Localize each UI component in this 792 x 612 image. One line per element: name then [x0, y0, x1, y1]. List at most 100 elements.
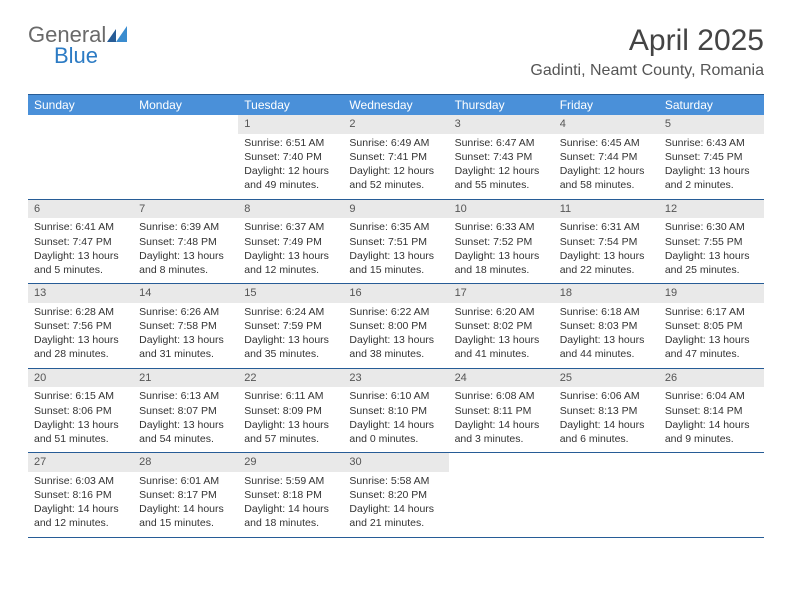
calendar-cell: 5Sunrise: 6:43 AMSunset: 7:45 PMDaylight… — [659, 115, 764, 200]
day-number: 4 — [554, 115, 659, 134]
weekday-header: Tuesday — [238, 95, 343, 115]
sunrise-line: Sunrise: 6:17 AM — [665, 305, 758, 319]
sunset-line: Sunset: 8:06 PM — [34, 404, 127, 418]
calendar-cell-empty: . — [133, 115, 238, 200]
sunrise-line: Sunrise: 6:45 AM — [560, 136, 653, 150]
header: General Blue April 2025 Gadinti, Neamt C… — [28, 24, 764, 80]
daylight-line: Daylight: 14 hours and 6 minutes. — [560, 418, 653, 446]
sunset-line: Sunset: 8:13 PM — [560, 404, 653, 418]
sunset-line: Sunset: 7:48 PM — [139, 235, 232, 249]
sunset-line: Sunset: 8:11 PM — [455, 404, 548, 418]
day-number: 20 — [28, 369, 133, 388]
calendar-cell: 26Sunrise: 6:04 AMSunset: 8:14 PMDayligh… — [659, 369, 764, 454]
sunrise-line: Sunrise: 5:59 AM — [244, 474, 337, 488]
sunrise-line: Sunrise: 6:18 AM — [560, 305, 653, 319]
sunset-line: Sunset: 7:59 PM — [244, 319, 337, 333]
daylight-line: Daylight: 13 hours and 5 minutes. — [34, 249, 127, 277]
calendar-cell: 12Sunrise: 6:30 AMSunset: 7:55 PMDayligh… — [659, 200, 764, 285]
cell-body: Sunrise: 6:24 AMSunset: 7:59 PMDaylight:… — [238, 303, 343, 368]
daylight-line: Daylight: 12 hours and 55 minutes. — [455, 164, 548, 192]
calendar-cell: 6Sunrise: 6:41 AMSunset: 7:47 PMDaylight… — [28, 200, 133, 285]
sunset-line: Sunset: 8:17 PM — [139, 488, 232, 502]
calendar-cell: 13 Sunrise: 6:28 AMSunset: 7:56 PMDayligh… — [28, 284, 133, 369]
daylight-line: Daylight: 14 hours and 9 minutes. — [665, 418, 758, 446]
sunset-line: Sunset: 7:44 PM — [560, 150, 653, 164]
day-number: 19 — [659, 284, 764, 303]
calendar-cell: 18Sunrise: 6:18 AMSunset: 8:03 PMDayligh… — [554, 284, 659, 369]
weekday-header: Monday — [133, 95, 238, 115]
cell-body: Sunrise: 6:39 AMSunset: 7:48 PMDaylight:… — [133, 218, 238, 283]
daylight-line: Daylight: 13 hours and 54 minutes. — [139, 418, 232, 446]
calendar-grid: SundayMondayTuesdayWednesdayThursdayFrid… — [28, 94, 764, 538]
cell-body: Sunrise: 6:31 AMSunset: 7:54 PMDaylight:… — [554, 218, 659, 283]
calendar-cell-empty: . — [449, 453, 554, 538]
calendar-cell: 15Sunrise: 6:24 AMSunset: 7:59 PMDayligh… — [238, 284, 343, 369]
logo-triangle-icon — [107, 29, 116, 42]
cell-body: Sunrise: 6:03 AMSunset: 8:16 PMDaylight:… — [28, 472, 133, 537]
day-number: 13 — [28, 284, 133, 303]
day-number: 21 — [133, 369, 238, 388]
cell-body: Sunrise: 6:43 AMSunset: 7:45 PMDaylight:… — [659, 134, 764, 199]
sunrise-line: Sunrise: 6:24 AM — [244, 305, 337, 319]
calendar-cell: 21Sunrise: 6:13 AMSunset: 8:07 PMDayligh… — [133, 369, 238, 454]
calendar-cell: 29Sunrise: 5:59 AMSunset: 8:18 PMDayligh… — [238, 453, 343, 538]
day-number: 24 — [449, 369, 554, 388]
day-number: 11 — [554, 200, 659, 219]
sunrise-line: Sunrise: 6:47 AM — [455, 136, 548, 150]
daylight-line: Daylight: 13 hours and 8 minutes. — [139, 249, 232, 277]
daylight-line: Daylight: 13 hours and 57 minutes. — [244, 418, 337, 446]
calendar-cell: 2Sunrise: 6:49 AMSunset: 7:41 PMDaylight… — [343, 115, 448, 200]
day-number: 16 — [343, 284, 448, 303]
sunset-line: Sunset: 7:58 PM — [139, 319, 232, 333]
cell-body: Sunrise: 6:10 AMSunset: 8:10 PMDaylight:… — [343, 387, 448, 452]
cell-body: Sunrise: 6:11 AMSunset: 8:09 PMDaylight:… — [238, 387, 343, 452]
cell-body: Sunrise: 6:06 AMSunset: 8:13 PMDaylight:… — [554, 387, 659, 452]
sunrise-line: Sunrise: 6:28 AM — [34, 305, 127, 319]
cell-body: Sunrise: 6:45 AMSunset: 7:44 PMDaylight:… — [554, 134, 659, 199]
sunrise-line: Sunrise: 6:37 AM — [244, 220, 337, 234]
sunrise-line: Sunrise: 6:03 AM — [34, 474, 127, 488]
sunset-line: Sunset: 8:16 PM — [34, 488, 127, 502]
daylight-line: Daylight: 13 hours and 25 minutes. — [665, 249, 758, 277]
sunrise-line: Sunrise: 6:31 AM — [560, 220, 653, 234]
calendar-cell-empty: . — [28, 115, 133, 200]
cell-body: Sunrise: 6:04 AMSunset: 8:14 PMDaylight:… — [659, 387, 764, 452]
daylight-line: Daylight: 14 hours and 15 minutes. — [139, 502, 232, 530]
cell-body: Sunrise: 6:15 AMSunset: 8:06 PMDaylight:… — [28, 387, 133, 452]
sunrise-line: Sunrise: 6:10 AM — [349, 389, 442, 403]
sunset-line: Sunset: 8:18 PM — [244, 488, 337, 502]
calendar-cell: 8Sunrise: 6:37 AMSunset: 7:49 PMDaylight… — [238, 200, 343, 285]
sunrise-line: Sunrise: 6:04 AM — [665, 389, 758, 403]
day-number: 7 — [133, 200, 238, 219]
day-number: 15 — [238, 284, 343, 303]
sunset-line: Sunset: 7:40 PM — [244, 150, 337, 164]
day-number: 30 — [343, 453, 448, 472]
daylight-line: Daylight: 13 hours and 38 minutes. — [349, 333, 442, 361]
title-block: April 2025 Gadinti, Neamt County, Romani… — [530, 24, 764, 80]
cell-body: Sunrise: 6:51 AMSunset: 7:40 PMDaylight:… — [238, 134, 343, 199]
daylight-line: Daylight: 13 hours and 22 minutes. — [560, 249, 653, 277]
daylight-line: Daylight: 13 hours and 15 minutes. — [349, 249, 442, 277]
daylight-line: Daylight: 12 hours and 58 minutes. — [560, 164, 653, 192]
cell-body: Sunrise: 6:49 AMSunset: 7:41 PMDaylight:… — [343, 134, 448, 199]
sunrise-line: Sunrise: 6:11 AM — [244, 389, 337, 403]
sunrise-line: Sunrise: 6:15 AM — [34, 389, 127, 403]
calendar-cell-empty: . — [554, 453, 659, 538]
sunset-line: Sunset: 7:52 PM — [455, 235, 548, 249]
cell-body: Sunrise: 5:58 AMSunset: 8:20 PMDaylight:… — [343, 472, 448, 537]
sunrise-line: Sunrise: 6:26 AM — [139, 305, 232, 319]
daylight-line: Daylight: 13 hours and 31 minutes. — [139, 333, 232, 361]
day-number: 28 — [133, 453, 238, 472]
sunset-line: Sunset: 7:43 PM — [455, 150, 548, 164]
daylight-line: Daylight: 13 hours and 28 minutes. — [34, 333, 127, 361]
calendar-cell: 27Sunrise: 6:03 AMSunset: 8:16 PMDayligh… — [28, 453, 133, 538]
day-number: 2 — [343, 115, 448, 134]
day-number: 9 — [343, 200, 448, 219]
sunrise-line: Sunrise: 6:39 AM — [139, 220, 232, 234]
day-number: 8 — [238, 200, 343, 219]
sunset-line: Sunset: 8:07 PM — [139, 404, 232, 418]
cell-body: Sunrise: 6:33 AMSunset: 7:52 PMDaylight:… — [449, 218, 554, 283]
sunset-line: Sunset: 7:47 PM — [34, 235, 127, 249]
sunrise-line: Sunrise: 6:41 AM — [34, 220, 127, 234]
sunset-line: Sunset: 7:56 PM — [34, 319, 127, 333]
